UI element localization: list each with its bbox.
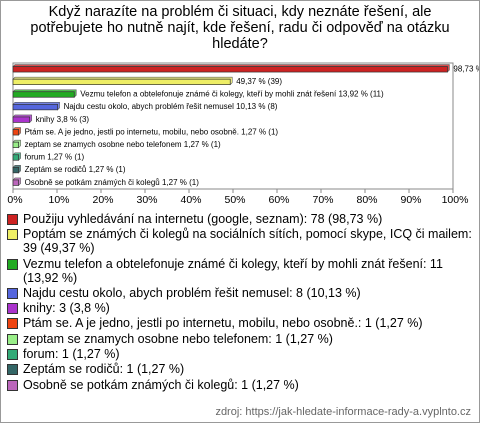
legend-swatch [7, 379, 18, 391]
data-label: Ptám se. A je jedno, jestli po internetu… [25, 127, 279, 136]
legend-item: Osobně se potkám známých či kolegů: 1 (1… [7, 378, 473, 392]
x-tick-label: 40% [180, 194, 201, 206]
legend-swatch [7, 364, 18, 376]
x-tick-label: 90% [400, 194, 421, 206]
legend-label: Zeptám se rodičů: 1 (1,27 %) [23, 362, 185, 377]
x-tick-label: 20% [92, 194, 113, 206]
legend-item: Vezmu telefon a obtelefonuje známé či ko… [7, 257, 473, 285]
data-label: 49,37 % (39) [236, 77, 282, 86]
legend-label: knihy: 3 (3,8 %) [23, 301, 110, 316]
x-tick-label: 80% [356, 194, 377, 206]
bar [12, 154, 19, 161]
bar [12, 167, 19, 174]
legend-item: knihy: 3 (3,8 %) [7, 301, 473, 315]
data-label: Vezmu telefon a obtelefonuje známé či ko… [80, 90, 384, 99]
bar [12, 116, 31, 123]
legend-label: Vezmu telefon a obtelefonuje známé či ko… [23, 256, 443, 285]
legend: Použiju vyhledávání na internetu (google… [7, 212, 473, 393]
legend-label: forum: 1 (1,27 %) [23, 347, 120, 362]
legend-label: Ptám se. A je jedno, jestli po internetu… [23, 316, 423, 331]
legend-swatch [7, 258, 18, 270]
data-label: Zeptám se rodičů 1,27 % (1) [25, 165, 126, 174]
x-tick-label: 10% [48, 194, 69, 206]
data-label: forum 1,27 % (1) [25, 153, 85, 162]
plot: 0% 10% 20% 30% 40% 50% 60% 70% 80% 90% 100% 98,73 %… [7, 62, 479, 206]
bar [12, 129, 19, 136]
legend-label: Poptám se známých či kolegů na sociálníc… [23, 227, 472, 256]
legend-item: Najdu cestu okolo, abych problém řešit n… [7, 286, 473, 300]
x-tick-label: 70% [312, 194, 333, 206]
legend-item: zeptam se znamych osobne nebo telefonem:… [7, 332, 473, 346]
legend-swatch [7, 318, 18, 330]
bar [12, 66, 448, 73]
legend-swatch [7, 303, 18, 315]
legend-swatch [7, 349, 18, 361]
data-label: knihy 3,8 % (3) [36, 115, 90, 124]
bar [12, 78, 231, 86]
bar [12, 91, 75, 98]
x-tick-label: 30% [136, 194, 157, 206]
x-tick-label: 50% [224, 194, 245, 206]
legend-item: Zeptám se rodičů: 1 (1,27 %) [7, 362, 473, 376]
legend-label: Najdu cestu okolo, abych problém řešit n… [23, 285, 361, 300]
bar [12, 141, 19, 148]
bar [12, 179, 19, 186]
x-tick-label: 0% [7, 194, 22, 206]
legend-swatch [7, 229, 18, 241]
x-tick-label: 60% [268, 194, 289, 206]
data-label: Najdu cestu okolo, abych problém řešit n… [64, 102, 278, 111]
legend-label: zeptam se znamych osobne nebo telefonem:… [23, 331, 333, 346]
data-label: 98,73 % (78) [453, 64, 479, 73]
legend-item: Poptám se známých či kolegů na sociálníc… [7, 227, 473, 255]
legend-item: Použiju vyhledávání na internetu (google… [7, 212, 473, 226]
legend-swatch [7, 287, 18, 299]
source: zdroj: https://jak-hledate-informace-rad… [215, 406, 471, 418]
legend-label: Použiju vyhledávání na internetu (google… [23, 212, 383, 226]
data-label: zeptam se znamych osobne nebo telefonem … [25, 140, 221, 149]
legend-item: forum: 1 (1,27 %) [7, 347, 473, 361]
x-tick-label: 100% [442, 194, 469, 206]
legend-swatch [7, 333, 18, 345]
chart-title: Když narazíte na problém či situaci, kdy… [30, 4, 450, 52]
legend-item: Ptám se. A je jedno, jestli po internetu… [7, 316, 473, 330]
legend-swatch [7, 214, 18, 225]
bar [12, 103, 58, 111]
data-label: Osobně se potkám známých či kolegů 1,27 … [25, 178, 200, 187]
legend-label: Osobně se potkám známých či kolegů: 1 (1… [23, 377, 299, 392]
